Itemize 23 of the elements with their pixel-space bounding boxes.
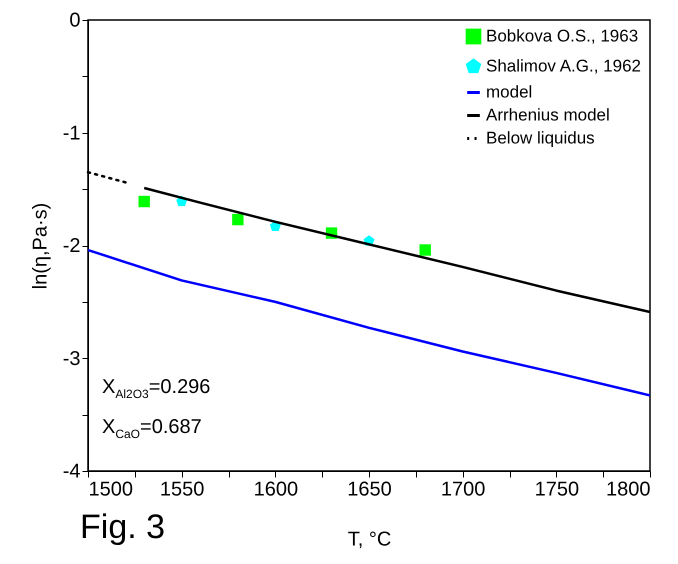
x-tick-label: 1700 (440, 478, 486, 500)
legend-label: Below liquidus (486, 128, 595, 148)
x-tick-label: 1800 (606, 478, 650, 500)
y-tick-label: 0 (69, 10, 80, 32)
y-tick-label: -3 (62, 348, 80, 370)
x-tick-label: 1500 (88, 478, 133, 500)
y-axis-title: ln(η,Pa·s) (30, 202, 52, 290)
y-tick-label: -4 (62, 460, 80, 482)
x-tick-label: 1650 (347, 478, 392, 500)
legend-label: Shalimov A.G., 1962 (486, 56, 641, 76)
legend-label: model (486, 82, 532, 102)
y-tick-label: -2 (62, 235, 80, 257)
x-tick-label: 1750 (534, 478, 580, 500)
legend-label: Bobkova O.S., 1963 (486, 26, 638, 46)
x-tick-label: 1550 (160, 478, 204, 500)
caption: Fig. 3 (80, 508, 166, 547)
x-axis-title: T, °C (348, 528, 392, 550)
annotation: X$_{Al2O3}$=0.296 (102, 376, 210, 401)
line-series (86, 248, 652, 397)
x-tick-label: 1600 (254, 478, 298, 500)
annotation: X$_{CaO}$=0.687 (102, 416, 202, 441)
legend-label: Arrhenius model (486, 106, 610, 124)
y-tick-label: -1 (62, 122, 80, 144)
